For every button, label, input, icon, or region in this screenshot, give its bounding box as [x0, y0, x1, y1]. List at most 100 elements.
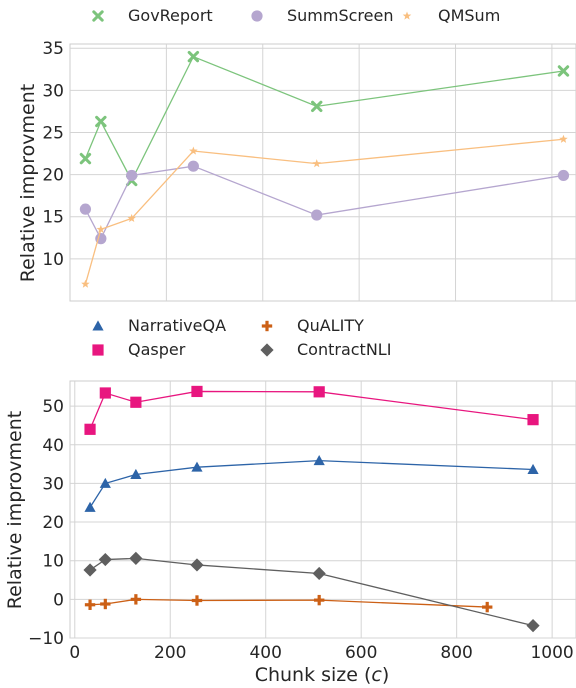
bottom-ytick-40: 40 [42, 436, 64, 456]
top-ytick-35: 35 [42, 39, 64, 59]
bottom-line-contractnli [89, 557, 534, 627]
top-point-govreport-0 [79, 152, 92, 165]
bottom-point-qasper-3 [191, 385, 203, 398]
bottom-xtick-600: 600 [345, 643, 377, 663]
top-plot-frame [69, 43, 576, 302]
top-point-qmsum-1 [96, 224, 106, 234]
bottom-point-contractnli-0 [83, 563, 97, 577]
bottom-point-narrativeqa-0 [84, 501, 96, 512]
bottom-point-narrativeqa-5 [527, 463, 539, 474]
top-point-govreport-4 [311, 100, 323, 113]
bottom-x-tick-labels: 0 200 400 600 800 1000 [69, 643, 573, 663]
top-point-govreport-1 [95, 115, 107, 128]
legend-swatch-contractnli [260, 343, 274, 357]
bottom-xtick-800: 800 [440, 643, 472, 663]
top-ytick-10: 10 [42, 250, 64, 270]
bottom-ytick-10: 10 [42, 552, 64, 572]
legend-bottom: NarrativeQA Qasper QuALITY ContractNLI [92, 316, 391, 359]
top-point-qmsum-4 [312, 159, 322, 168]
bottom-point-contractnli-5 [526, 619, 540, 633]
legend-marker-qmsum [402, 11, 412, 20]
top-gridlines [69, 43, 576, 302]
legend-marker-govreport [92, 10, 104, 22]
bottom-point-contractnli-3 [190, 558, 204, 572]
top-ytick-25: 25 [42, 123, 64, 143]
bottom-point-qasper-0 [84, 423, 96, 435]
top-ytick-20: 20 [42, 166, 64, 186]
bottom-ytick-50: 50 [42, 397, 64, 417]
bottom-point-quality-3 [191, 595, 203, 606]
bottom-series-layer [83, 385, 540, 633]
top-series-summscreen [79, 160, 570, 245]
bottom-xtick-1000: 1000 [530, 643, 573, 663]
bottom-point-narrativeqa-4 [313, 455, 325, 466]
bottom-x-axis-label: Chunk size (c) [255, 664, 390, 686]
bottom-point-quality-1 [100, 598, 111, 610]
bottom-series-quality [84, 594, 493, 613]
bottom-xtick-200: 200 [154, 643, 186, 663]
legend-swatch-quality [261, 320, 273, 332]
legend-label-contractnli: ContractNLI [297, 340, 391, 359]
legend-marker-summscreen [251, 10, 263, 22]
bottom-ytick-10: −10 [28, 629, 64, 649]
bottom-point-contractnli-2 [129, 551, 143, 565]
legend-top: GovReport SummScreen QMSum [92, 6, 500, 25]
bottom-point-quality-4 [313, 594, 325, 606]
top-point-qmsum-0 [81, 279, 90, 288]
bottom-series-contractnli [83, 551, 540, 633]
top-point-govreport-3-stroke-b [187, 50, 200, 63]
bottom-point-qasper-4 [313, 386, 325, 398]
top-point-qmsum-3 [189, 146, 198, 155]
legend-marker-narrativeqa [92, 320, 104, 331]
bottom-point-qasper-5 [527, 414, 539, 426]
legend-swatch-govreport-stroke-b [92, 10, 104, 22]
bottom-point-contractnli-1 [98, 552, 112, 567]
legend-label-qasper: Qasper [128, 340, 186, 359]
x-axis-label-text: Chunk size ( [255, 664, 372, 686]
top-point-summscreen-3 [187, 160, 199, 172]
legend-swatch-qmsum [402, 11, 412, 20]
top-point-govreport-5-stroke-b [557, 65, 570, 77]
bottom-series-narrativeqa [84, 455, 539, 512]
legend-swatch-qasper [92, 344, 104, 356]
top-point-govreport-5 [557, 65, 570, 77]
legend-swatch-govreport [92, 10, 104, 22]
legend-marker-qasper [92, 344, 104, 356]
top-series-qmsum [81, 134, 568, 288]
bottom-y-axis-label: Relative improvment [4, 411, 26, 609]
top-series-govreport [79, 50, 570, 187]
x-axis-label-symbol: c [371, 664, 382, 686]
bottom-ytick-0: 0 [53, 590, 64, 610]
bottom-xtick-0: 0 [69, 643, 80, 663]
bottom-line-narrativeqa [89, 459, 534, 508]
bottom-point-qasper-2 [130, 396, 142, 408]
top-point-summscreen-2 [126, 169, 138, 182]
top-point-summscreen-0 [79, 203, 92, 215]
bottom-point-quality-0 [84, 599, 96, 610]
legend-label-summscreen: SummScreen [287, 6, 393, 25]
top-ytick-15: 15 [42, 208, 64, 228]
top-y-tick-labels: 10 15 20 25 30 35 [42, 39, 64, 270]
top-line-qmsum [84, 138, 564, 285]
legend-marker-quality [261, 320, 273, 332]
bottom-point-quality-2 [130, 594, 142, 605]
bottom-point-quality-5 [482, 601, 493, 613]
bottom-ytick-30: 30 [42, 474, 64, 494]
top-ytick-30: 30 [42, 81, 64, 101]
top-point-govreport-0-stroke-b [79, 152, 92, 165]
bottom-xtick-400: 400 [249, 643, 281, 663]
legend-label-narrativeqa: NarrativeQA [128, 316, 226, 335]
bottom-point-narrativeqa-1 [99, 477, 111, 488]
bottom-ytick-20: 20 [42, 513, 64, 533]
bottom-gridlines [69, 380, 576, 639]
top-line-govreport [84, 55, 564, 182]
top-point-qmsum-5 [559, 134, 568, 143]
bottom-y-tick-labels: −10 0 10 20 30 40 50 [28, 397, 64, 649]
plot-top: 10 15 20 25 30 35 Relative improvment [17, 39, 576, 302]
top-point-govreport-3 [187, 50, 200, 63]
top-point-summscreen-4 [311, 209, 323, 221]
x-axis-label-close: ) [382, 664, 389, 686]
bottom-point-contractnli-4 [312, 566, 326, 581]
legend-label-quality: QuALITY [297, 316, 364, 335]
